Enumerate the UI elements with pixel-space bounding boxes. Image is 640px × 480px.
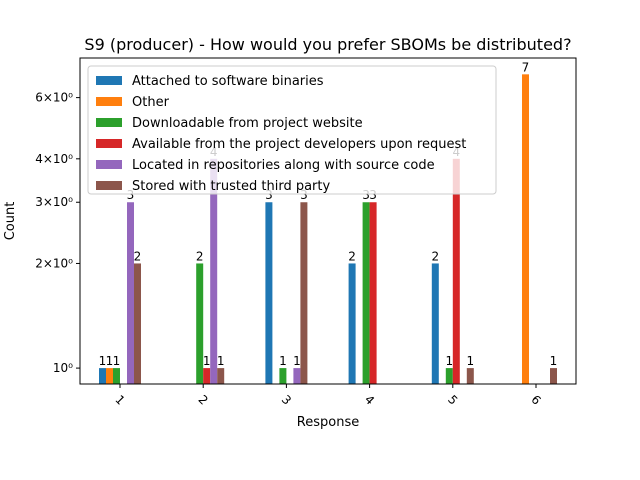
legend-label: Stored with trusted third party [132,179,330,194]
bar [106,368,113,384]
bar [300,202,308,384]
bar [279,368,287,384]
bar [452,158,460,384]
legend-swatch [96,139,122,148]
data-label: 1 [550,354,558,368]
data-label: 3 [265,188,273,202]
y-tick-label: 10⁰ [53,361,73,375]
legend-swatch [96,118,122,127]
bar [550,368,557,384]
bar [265,202,273,384]
legend-label: Downloadable from project website [132,116,363,131]
bar [127,202,134,384]
data-label: 3 [127,188,135,202]
data-label: 2 [348,249,356,263]
bar [134,263,141,384]
x-tick-label: 6 [528,392,543,407]
data-label: 3 [300,188,308,202]
y-tick-label: 4×10⁰ [35,152,73,166]
y-axis-label: Count [3,202,18,241]
y-tick-label: 3×10⁰ [35,195,73,209]
bar [196,263,204,384]
data-label: 7 [522,60,530,74]
bar [217,368,225,384]
x-tick-label: 5 [445,392,460,407]
legend-swatch [96,160,122,169]
y-tick-label: 6×10⁰ [35,91,73,105]
data-label: 1 [445,354,453,368]
data-label: 1 [113,354,121,368]
legend-label: Located in repositories along with sourc… [132,158,435,173]
bar [293,368,301,384]
x-tick-label: 2 [196,392,211,407]
x-tick-label: 1 [112,392,127,407]
chart-title: S9 (producer) - How would you prefer SBO… [84,35,571,54]
bar [466,368,474,384]
bar [362,202,370,384]
bar [348,263,356,384]
bar [445,368,453,384]
legend-swatch [96,181,122,190]
data-label: 2 [134,249,142,263]
data-label: 1 [106,354,114,368]
bar [369,202,377,384]
legend-swatch [96,97,122,106]
x-tick-label: 3 [279,392,294,407]
data-label: 1 [99,354,107,368]
legend-swatch [96,76,122,85]
x-axis-label: Response [297,415,359,430]
legend-label: Other [132,95,170,110]
bar [113,368,120,384]
data-label: 2 [196,249,204,263]
data-label: 3 [369,188,377,202]
legend-box [87,65,497,195]
data-label: 1 [279,354,287,368]
y-tick-label: 2×10⁰ [35,256,73,270]
bar [99,368,106,384]
data-label: 3 [362,188,370,202]
data-label: 1 [203,354,211,368]
legend-label: Attached to software binaries [132,74,324,89]
data-label: 2 [431,249,439,263]
data-label: 1 [293,354,301,368]
data-label: 1 [466,354,474,368]
bar [431,263,439,384]
data-label: 1 [217,354,225,368]
legend-label: Available from the project developers up… [132,137,466,152]
bar [210,158,218,384]
x-tick-label: 4 [362,392,377,407]
bar [522,74,529,385]
bar [203,368,211,384]
plot-frame [79,57,577,385]
